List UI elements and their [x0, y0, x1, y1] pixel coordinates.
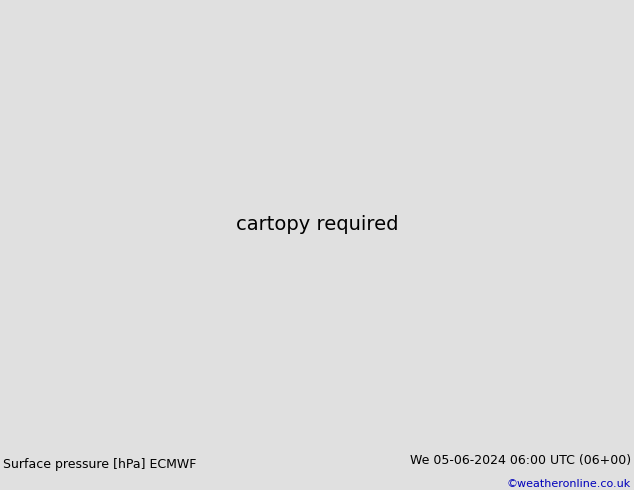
Text: We 05-06-2024 06:00 UTC (06+00): We 05-06-2024 06:00 UTC (06+00) [410, 454, 631, 467]
Text: Surface pressure [hPa] ECMWF: Surface pressure [hPa] ECMWF [3, 458, 197, 471]
Text: ©weatheronline.co.uk: ©weatheronline.co.uk [507, 479, 631, 489]
Text: cartopy required: cartopy required [236, 215, 398, 234]
